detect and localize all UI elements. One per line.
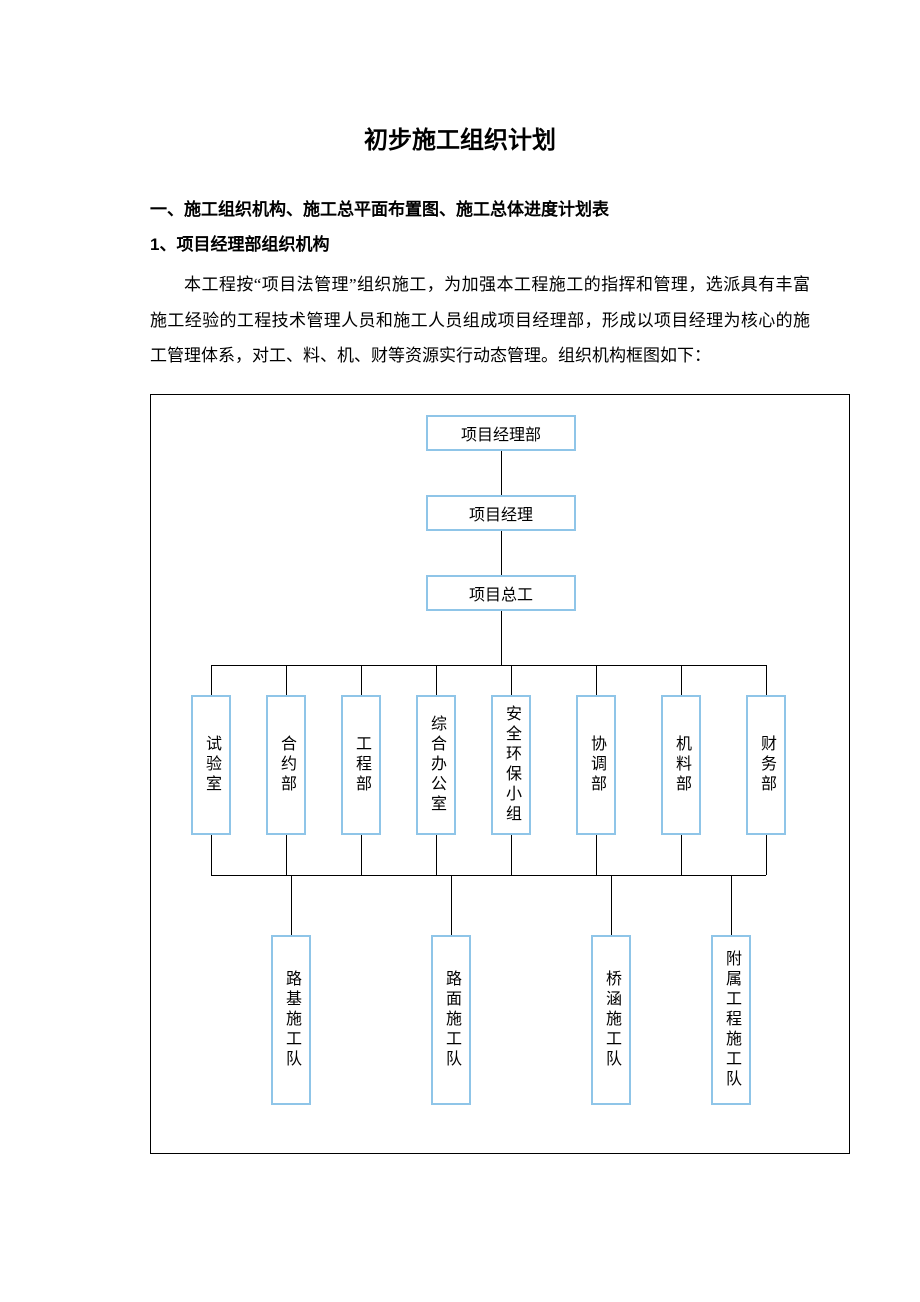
org-node-b3: 桥涵施工队 (591, 935, 631, 1105)
connector-line (361, 665, 362, 695)
connector-line (766, 665, 767, 695)
connector-line (291, 875, 292, 935)
connector-line (361, 835, 362, 875)
connector-line (596, 665, 597, 695)
org-node-t3: 项目总工 (426, 575, 576, 611)
section-heading: 一、施工组织机构、施工总平面布置图、施工总体进度计划表 (150, 195, 810, 220)
connector-line (681, 835, 682, 875)
connector-line (511, 835, 512, 875)
connector-line (511, 665, 512, 695)
connector-line (731, 875, 732, 935)
page-title: 初步施工组织计划 (110, 120, 810, 155)
document-page: 初步施工组织计划 一、施工组织机构、施工总平面布置图、施工总体进度计划表 1、项… (0, 0, 920, 1194)
connector-line (286, 835, 287, 875)
org-node-b1: 路基施工队 (271, 935, 311, 1105)
body-paragraph: 本工程按“项目法管理”组织施工，为加强本工程施工的指挥和管理，选派具有丰富施工经… (150, 267, 810, 374)
sub-heading: 1、项目经理部组织机构 (150, 230, 810, 255)
org-chart: 项目经理部项目经理项目总工试验室合约部工程部综合办公室安全环保小组 协调部 机料部 财… (150, 394, 850, 1154)
org-node-m6: 协调部 (576, 695, 616, 835)
connector-line (596, 835, 597, 875)
connector-line (766, 835, 767, 875)
org-node-m1: 试验室 (191, 695, 231, 835)
org-node-m2: 合约部 (266, 695, 306, 835)
connector-line (211, 665, 212, 695)
connector-line (436, 665, 437, 695)
org-node-m4: 综合办公室 (416, 695, 456, 835)
connector-line (501, 451, 502, 495)
connector-line (211, 665, 766, 666)
connector-line (436, 835, 437, 875)
org-node-t1: 项目经理部 (426, 415, 576, 451)
org-node-b2: 路面施工队 (431, 935, 471, 1105)
org-node-b4: 附属工程施工队 (711, 935, 751, 1105)
connector-line (501, 611, 502, 665)
org-node-m7: 机料部 (661, 695, 701, 835)
connector-line (501, 531, 502, 575)
connector-line (286, 665, 287, 695)
org-node-m5: 安全环保小组 (491, 695, 531, 835)
org-node-m3: 工程部 (341, 695, 381, 835)
connector-line (211, 875, 766, 876)
org-node-m8: 财务部 (746, 695, 786, 835)
org-node-t2: 项目经理 (426, 495, 576, 531)
connector-line (211, 835, 212, 875)
connector-line (611, 875, 612, 935)
connector-line (451, 875, 452, 935)
connector-line (681, 665, 682, 695)
